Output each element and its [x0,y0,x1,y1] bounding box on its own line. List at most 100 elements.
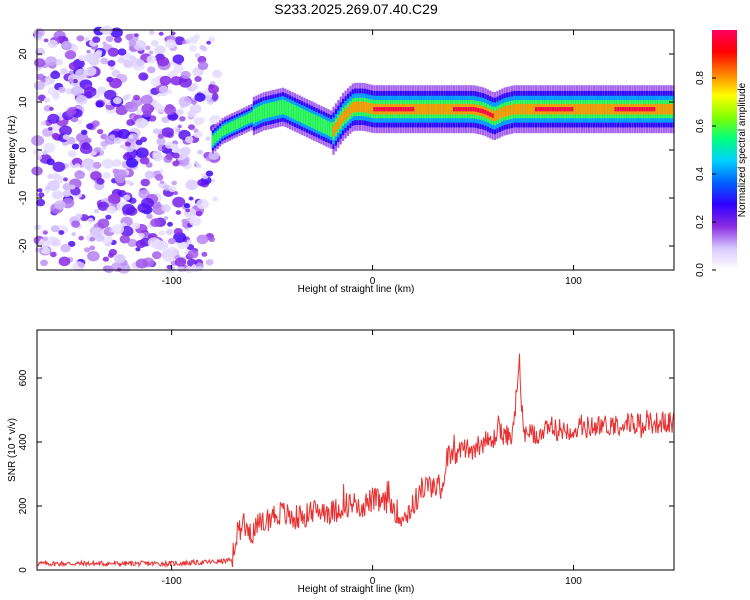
spectrogram-noise-blob [195,163,202,169]
spectrogram-ridge-cell [407,107,410,112]
spectrogram-noise-blob [58,256,71,267]
spectrogram-noise-blob [78,55,86,62]
spectrogram-noise-blob [38,192,45,198]
spectrogram-noise-blob [64,50,77,60]
spectrogram-noise-blob [51,93,61,100]
colorbar-label: Normalized spectral amplitude [737,82,748,217]
spectrogram-noise-blob [188,44,197,52]
spectrogram-ridge-cell [518,103,521,115]
spectrogram-noise-blob [74,163,81,169]
spectrogram-noise-blob [138,232,145,238]
spectrogram-noise-blob [125,142,131,147]
spectrogram-ridge-cell [633,107,637,112]
spectrogram-noise-blob [122,203,136,215]
spectrogram-noise-blob [83,36,90,42]
spectrogram-ridge-cell [305,110,309,126]
spectrogram-noise-blob [158,230,166,236]
spectrogram-ridge-cell [247,113,251,124]
spectrogram-ridge-cell [484,110,487,115]
spectrogram-noise-blob [113,36,122,43]
spectrogram-noise-blob [196,266,203,272]
spectrogram-noise-blob [173,227,183,236]
spectrogram-noise-blob [40,259,48,267]
spectrogram-noise-blob [190,99,197,105]
spectrogram-ridge-cell [513,103,516,115]
spectrogram-noise-blob [59,125,72,136]
spectrogram-ridge-cell [616,107,620,112]
spectrogram-noise-blob [101,158,114,169]
spectrogram-ridge-cell [392,107,395,112]
spectrogram-noise-blob [75,132,89,143]
spectrogram-noise-blob [135,239,146,249]
snr-series-line [36,353,674,568]
spectrogram-ridge-cell [436,103,439,115]
spectrogram-noise-blob [128,134,134,140]
spectrogram-ridge-cell [534,107,538,112]
spectrogram-ridge-cell [320,117,323,133]
spectrogram-noise-blob [115,104,128,116]
spectrogram-ridge-cell [457,107,460,112]
spectrogram-ridge-cell [221,126,224,137]
spectrogram-ridge-cell [276,100,280,116]
spectrogram-ridge-cell [539,107,542,112]
spectrogram-noise-blob [52,161,66,173]
spectrogram-noise-blob [45,56,57,66]
spectrogram-noise-blob [124,152,131,158]
x-tick-label: 100 [565,276,582,287]
spectrogram-noise-blob [173,64,184,74]
spectrogram-ridge-cell [667,103,670,115]
spectrogram-ridge-cell [604,103,608,115]
spectrogram-noise-blob [166,264,172,270]
spectrogram-noise-blob [180,70,191,80]
spectrogram-noise-blob [194,75,202,82]
spectrogram-noise-blob [103,89,117,100]
spectrogram-noise-blob [86,49,91,54]
y-tick-label: 10 [18,96,29,108]
spectrogram-noise-blob [97,218,110,229]
spectrogram-noise-blob [178,266,185,272]
spectrogram-noise-blob [165,39,177,49]
spectrogram-noise-blob [174,257,187,267]
spectrogram-noise-blob [199,45,206,50]
spectrogram-noise-blob [61,40,72,50]
spectrogram-noise-blob [111,159,122,167]
spectrogram-noise-blob [131,222,141,230]
spectrogram-noise-blob [94,146,102,153]
spectrogram-noise-blob [36,155,43,160]
colorbar: 0.0 0.2 0.4 0.6 0.8 Normalized spectral ampl… [695,30,748,277]
spectrogram-ridge-cell [267,103,270,118]
spectrogram-ridge-cell [233,120,236,131]
spectrogram-ridge-cell [269,102,272,118]
spectrogram-ridge-cell [580,103,583,115]
spectrogram-noise-blob [141,197,154,209]
spectrogram-noise-blob [49,106,54,111]
spectrogram-ridge-cell [414,103,417,115]
colorbar-tick-label: 0.2 [695,215,706,229]
spectrogram-noise-blob [92,36,101,43]
spectrogram-ridge-cell [272,101,275,117]
spectrogram-noise-blob [68,70,74,75]
spectrogram-ridge-cell [356,101,359,113]
spectrogram-ridge-cell [438,103,441,115]
spectrogram-ridge-cell [378,107,381,112]
spectrogram-noise-blob [208,151,220,160]
spectrogram-ridge-cell [592,103,596,115]
spectrogram-ridge-cell [491,113,494,118]
spectrogram-noise-blob [51,238,61,247]
spectrogram-noise-blob [164,105,177,115]
spectrogram-ridge-cell [380,107,383,112]
spectrogram-ridge-cell [575,103,579,115]
spectrogram-ridge-cell [460,107,463,112]
spectrogram-ridge-cell [600,103,603,115]
spectrogram-noise-blob [109,134,116,139]
spectrogram-ridge-cell [448,103,451,115]
spectrogram-ridge-cell [255,107,258,123]
spectrogram-ridge-cell [235,119,239,130]
spectrogram-ridge-cell [257,106,260,122]
spectrogram-noise-blob [136,59,145,67]
spectrogram-ridge-cell [645,107,649,112]
spectrogram-ridge-cell [354,101,357,113]
y-tick-label: 0 [18,147,29,153]
spectrogram-noise-blob [84,54,94,63]
spectrogram-ridge-cell [650,107,653,112]
